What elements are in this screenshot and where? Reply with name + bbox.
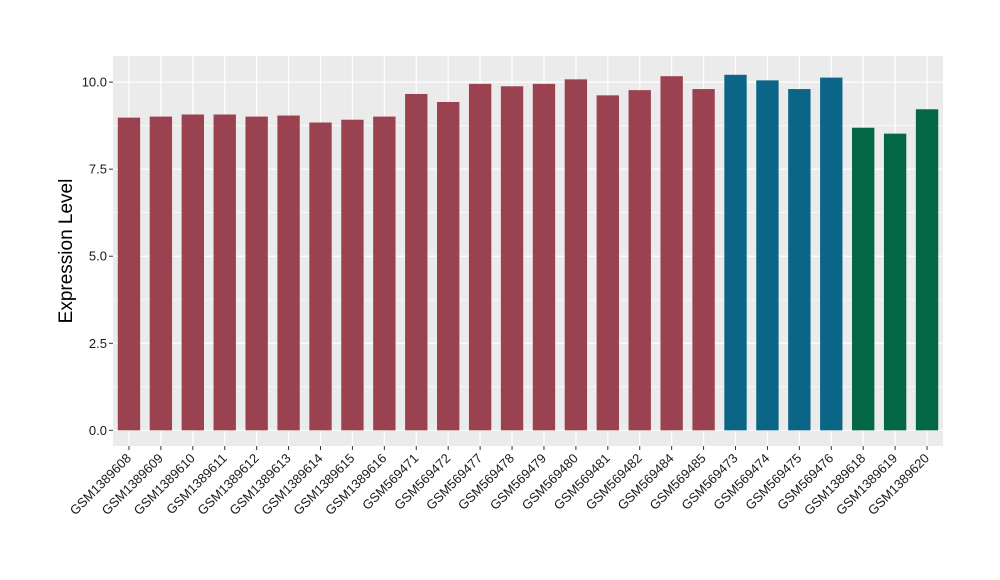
y-tick-label: 7.5 — [89, 162, 107, 177]
x-axis: GSM1389608GSM1389609GSM1389610GSM1389611… — [67, 446, 932, 518]
bar — [883, 133, 907, 431]
bar — [660, 76, 683, 431]
y-axis-title: Expression Level — [56, 179, 77, 324]
y-tick-label: 10.0 — [82, 75, 107, 90]
bar — [852, 127, 875, 431]
bar — [437, 101, 460, 431]
bar — [756, 80, 779, 431]
bar — [915, 109, 939, 431]
bar — [149, 116, 173, 431]
bar — [405, 93, 428, 431]
bar — [277, 115, 300, 431]
bar — [724, 74, 747, 431]
bar — [117, 117, 141, 431]
bar — [820, 77, 843, 431]
bar — [788, 89, 811, 431]
bar — [373, 116, 396, 431]
bar — [692, 89, 715, 431]
y-tick-label: 0.0 — [89, 423, 107, 438]
bar — [500, 86, 524, 431]
y-axis: 0.0 2.5 5.0 7.5 10.0 — [82, 75, 113, 438]
bar — [564, 79, 588, 431]
y-tick-label: 5.0 — [89, 249, 107, 264]
bar — [596, 95, 619, 431]
bar — [341, 119, 364, 431]
bar — [181, 114, 204, 431]
bar — [532, 83, 556, 431]
bar — [213, 114, 236, 431]
bar — [245, 116, 268, 431]
y-tick-label: 2.5 — [89, 336, 107, 351]
bar — [628, 90, 651, 431]
bar — [468, 83, 492, 431]
bars — [117, 74, 939, 431]
plot-panel — [113, 56, 943, 446]
bar — [309, 122, 332, 431]
